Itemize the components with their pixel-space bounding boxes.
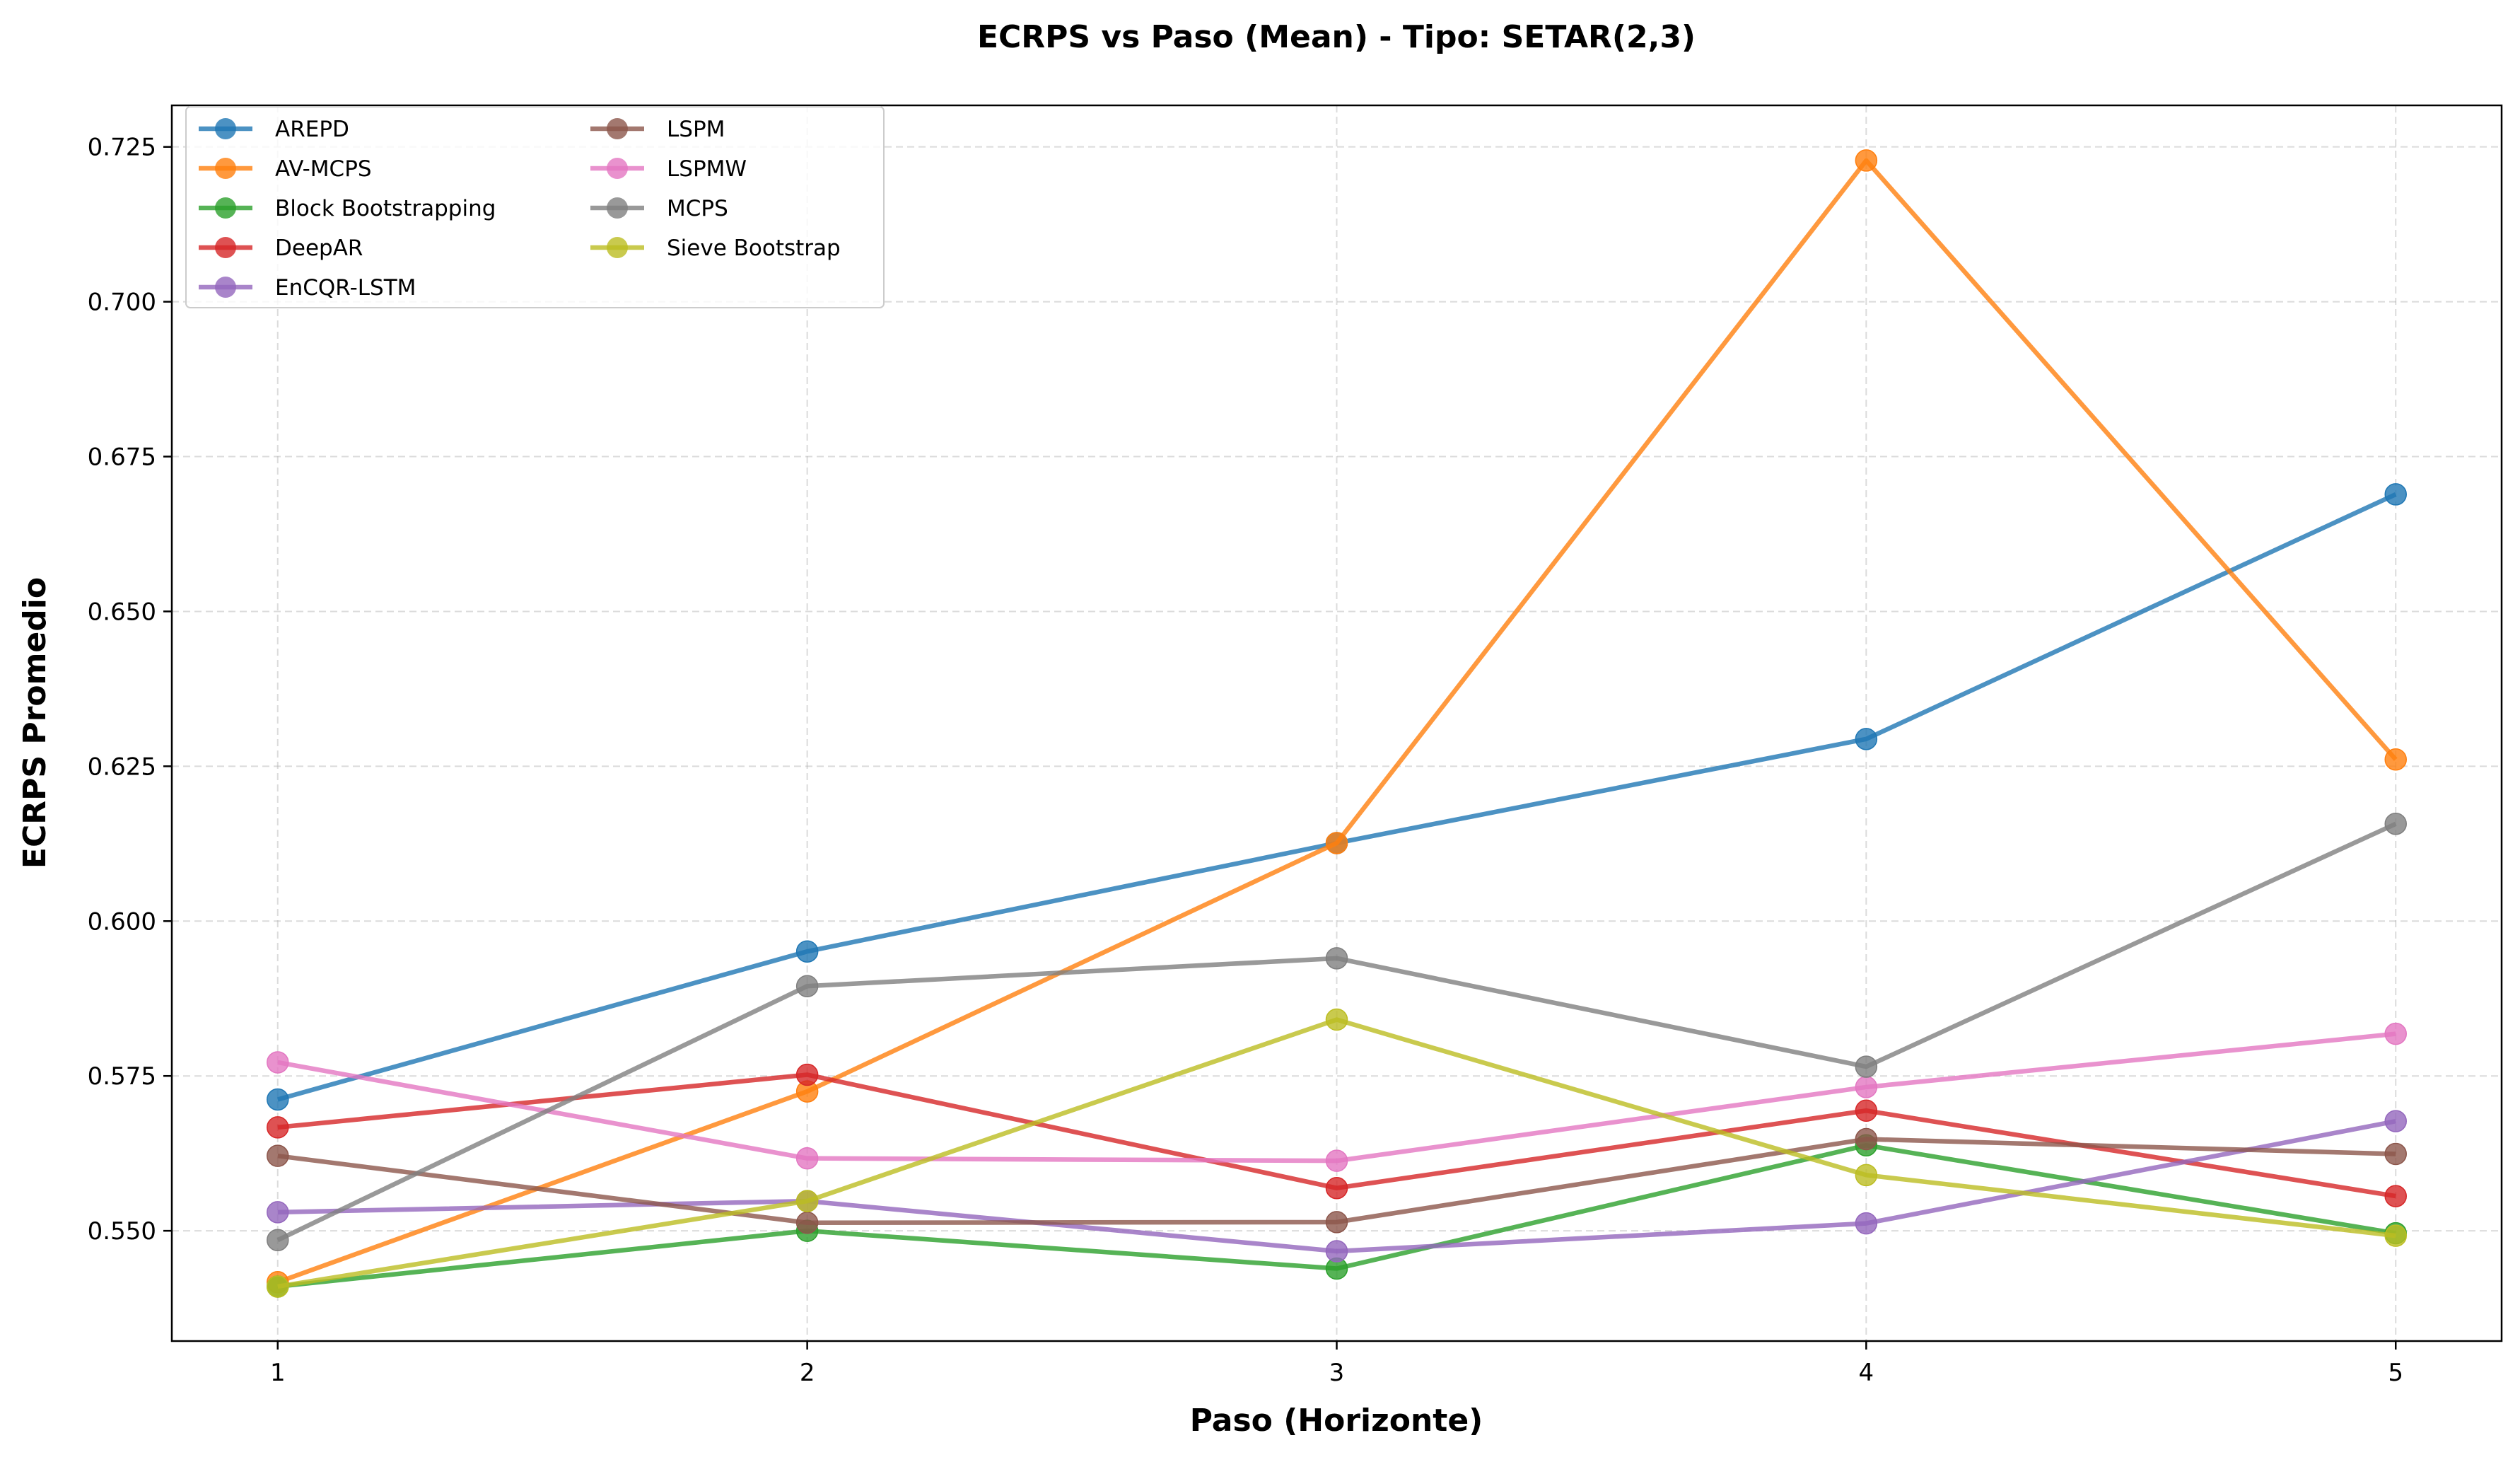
y-tick-label: 0.650 (88, 598, 156, 626)
data-point-mcps (1855, 1055, 1878, 1078)
data-point-lspmw (795, 1147, 819, 1170)
data-point-mcps (795, 975, 819, 997)
data-point-mcps (1325, 947, 1348, 970)
legend-box (185, 106, 885, 308)
y-tick-label: 0.725 (88, 134, 156, 162)
y-axis-label: ECRPS Promedio (17, 577, 53, 869)
legend-label: LSPMW (667, 156, 747, 182)
data-point-lspm (795, 1211, 819, 1234)
series-deepar (267, 1063, 2407, 1207)
data-point-arepd (1855, 728, 1878, 750)
data-point-arepd (795, 940, 819, 963)
data-point-lspmw (1325, 1149, 1348, 1172)
series-sieve-bootstrap (267, 1008, 2407, 1298)
data-point-encqr-lstm (267, 1201, 289, 1224)
series-group (267, 149, 2407, 1298)
data-point-deepar (267, 1116, 289, 1139)
data-point-sieve-bootstrap (2384, 1224, 2407, 1247)
legend-label: Block Bootstrapping (275, 196, 496, 221)
data-point-sieve-bootstrap (1855, 1164, 1878, 1187)
legend-label: Sieve Bootstrap (667, 236, 841, 261)
chart-title: ECRPS vs Paso (Mean) - Tipo: SETAR(2,3) (977, 19, 1696, 55)
legend-item: AREPD (199, 117, 349, 142)
data-point-av-mcps (1325, 832, 1348, 854)
legend-marker-swatch (215, 158, 236, 179)
x-tick-label: 1 (270, 1359, 286, 1387)
data-point-deepar (1855, 1099, 1878, 1122)
data-point-encqr-lstm (2384, 1110, 2407, 1132)
data-point-av-mcps (1855, 149, 1878, 172)
legend-marker-swatch (607, 237, 628, 258)
legend-label: EnCQR-LSTM (275, 275, 416, 301)
legend-marker-swatch (607, 158, 628, 179)
data-point-mcps (2384, 813, 2407, 835)
series-mcps (267, 813, 2407, 1252)
data-point-encqr-lstm (1855, 1212, 1878, 1235)
data-point-lspmw (1855, 1076, 1878, 1098)
legend-marker-swatch (215, 197, 236, 219)
legend-marker-swatch (607, 118, 628, 139)
data-point-lspmw (2384, 1022, 2407, 1045)
legend-item: EnCQR-LSTM (199, 275, 416, 301)
axis-ticks: 1 2 3 4 5 0.550 0.575 0.600 0.625 0.650 0.675 0.700… (88, 134, 2403, 1387)
legend-item: Sieve Bootstrap (590, 236, 841, 261)
data-point-sieve-bootstrap (795, 1190, 819, 1212)
data-point-lspmw (267, 1051, 289, 1074)
y-tick-label: 0.675 (88, 443, 156, 472)
legend-marker-swatch (215, 277, 236, 298)
x-tick-label: 2 (800, 1359, 815, 1387)
y-tick-label: 0.600 (88, 907, 156, 936)
y-tick-label: 0.700 (88, 289, 156, 317)
data-point-lspm (1325, 1211, 1348, 1234)
x-axis-label: Paso (Horizonte) (1190, 1403, 1483, 1439)
y-tick-label: 0.575 (88, 1062, 156, 1091)
data-point-av-mcps (2384, 748, 2407, 771)
series-lspmw (267, 1022, 2407, 1172)
data-point-encqr-lstm (1325, 1240, 1348, 1263)
legend-item: MCPS (590, 196, 728, 221)
legend-item: LSPM (590, 117, 725, 142)
legend-marker-swatch (215, 118, 236, 139)
series-encqr-lstm (267, 1110, 2407, 1263)
legend-label: DeepAR (275, 236, 363, 261)
legend-label: MCPS (667, 196, 728, 221)
data-point-deepar (1325, 1176, 1348, 1200)
legend-marker-swatch (215, 237, 236, 258)
y-tick-label: 0.550 (88, 1217, 156, 1246)
legend-label: AV-MCPS (275, 156, 372, 182)
y-tick-label: 0.625 (88, 753, 156, 781)
x-tick-label: 5 (2388, 1359, 2403, 1387)
data-point-arepd (267, 1088, 289, 1111)
legend-label: AREPD (275, 117, 349, 142)
data-point-sieve-bootstrap (1325, 1008, 1348, 1031)
legend-marker-swatch (607, 197, 628, 219)
data-point-mcps (267, 1229, 289, 1252)
legend-item: LSPMW (590, 156, 747, 182)
legend: AREPD AV-MCPS Block Bootstrapping DeepAR EnC… (185, 106, 885, 308)
data-point-deepar (795, 1063, 819, 1086)
data-point-lspm (2384, 1142, 2407, 1166)
data-point-lspm (267, 1144, 289, 1167)
legend-label: LSPM (667, 117, 725, 142)
legend-item: DeepAR (199, 236, 363, 261)
data-point-sieve-bootstrap (267, 1275, 289, 1298)
data-point-lspm (1855, 1127, 1878, 1151)
series-lspm (267, 1127, 2407, 1234)
data-point-arepd (2384, 483, 2407, 506)
legend-item: Block Bootstrapping (199, 196, 496, 221)
data-point-deepar (2384, 1185, 2407, 1207)
legend-item: AV-MCPS (199, 156, 372, 182)
x-tick-label: 3 (1329, 1359, 1345, 1387)
x-tick-label: 4 (1859, 1359, 1874, 1387)
